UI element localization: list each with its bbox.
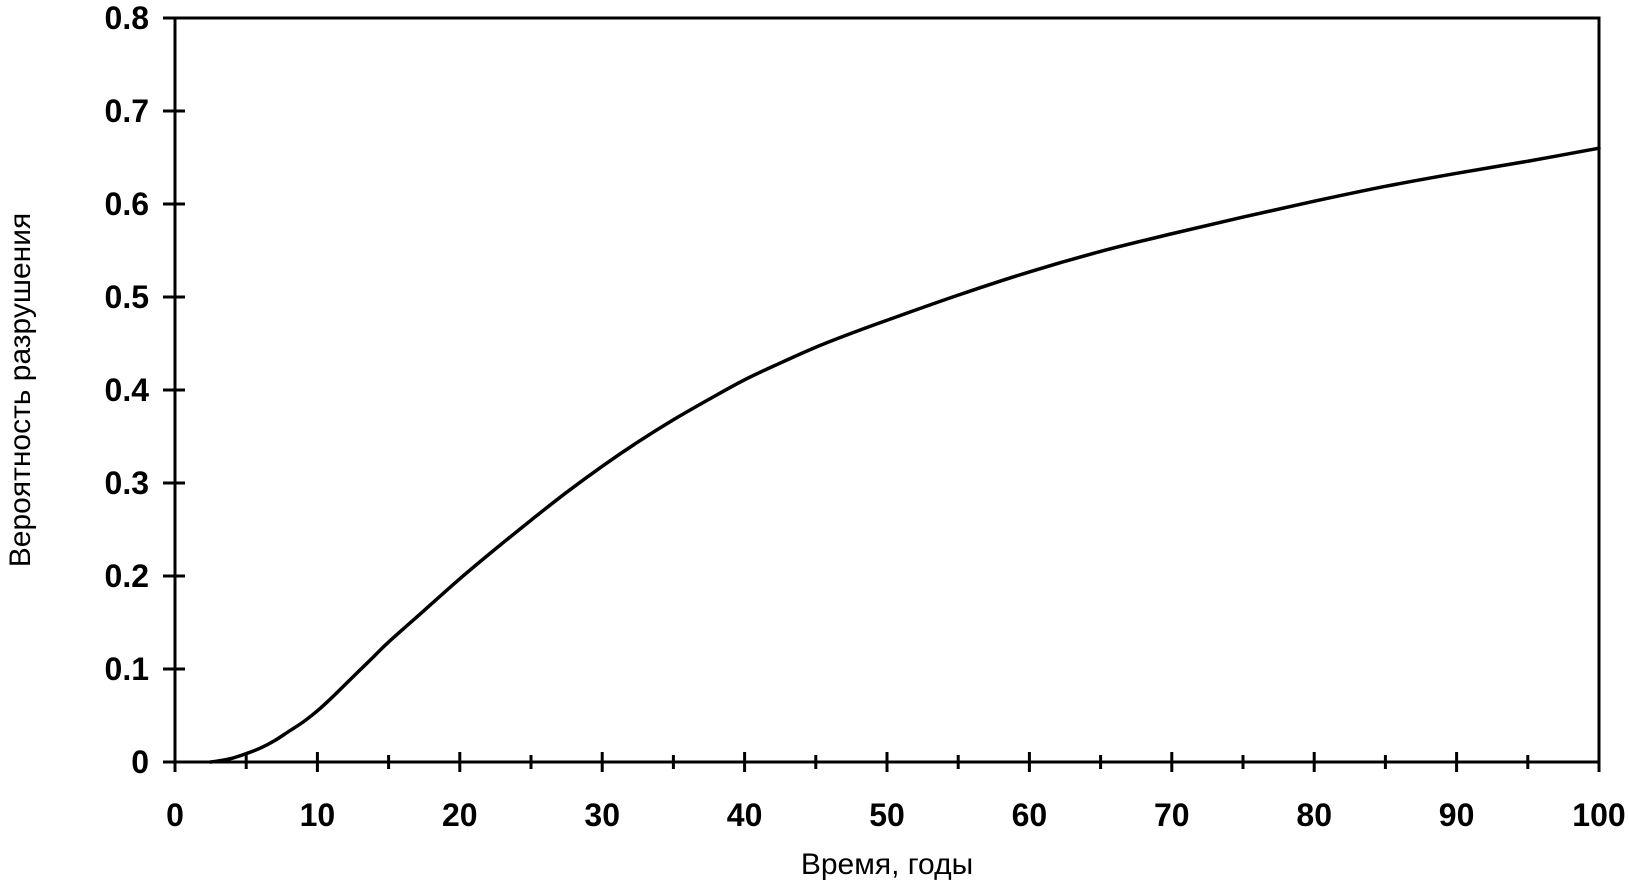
y-tick-label: 0.2 [105,558,149,594]
x-tick-label: 50 [869,797,905,833]
x-tick-label: 70 [1154,797,1190,833]
x-tick-label: 90 [1439,797,1475,833]
x-tick-label: 100 [1572,797,1625,833]
x-tick-label: 60 [1012,797,1048,833]
series-line [208,146,1601,764]
y-tick-label: 0.3 [105,465,149,501]
y-tick-label: 0.6 [105,186,149,222]
y-tick-label: 0.7 [105,93,149,129]
x-tick-label: 10 [300,797,336,833]
y-tick-label: 0.4 [105,372,150,408]
x-tick-label: 30 [584,797,620,833]
x-axis-ticks [173,752,1601,772]
x-tick-label: 80 [1296,797,1332,833]
y-tick-label: 0.5 [105,279,149,315]
x-axis-label: Время, годы [801,848,973,881]
y-tick-label: 0 [131,744,149,780]
x-tick-label: 0 [166,797,184,833]
y-tick-label: 0.1 [105,651,149,687]
x-tick-label: 20 [442,797,478,833]
x-tick-label: 40 [727,797,763,833]
y-tick-label: 0.8 [105,0,149,36]
y-axis-label: Вероятность разрушения [4,213,37,567]
series-layer [208,146,1601,764]
y-axis-ticks [163,16,185,764]
y-axis-tick-labels: 0 0.1 0.2 0.3 0.4 0.5 0.6 0.7 0.8 [105,0,150,780]
plot-frame [173,16,1601,764]
x-axis-tick-labels: 0 10 20 30 40 50 60 70 80 90 100 [166,797,1626,833]
